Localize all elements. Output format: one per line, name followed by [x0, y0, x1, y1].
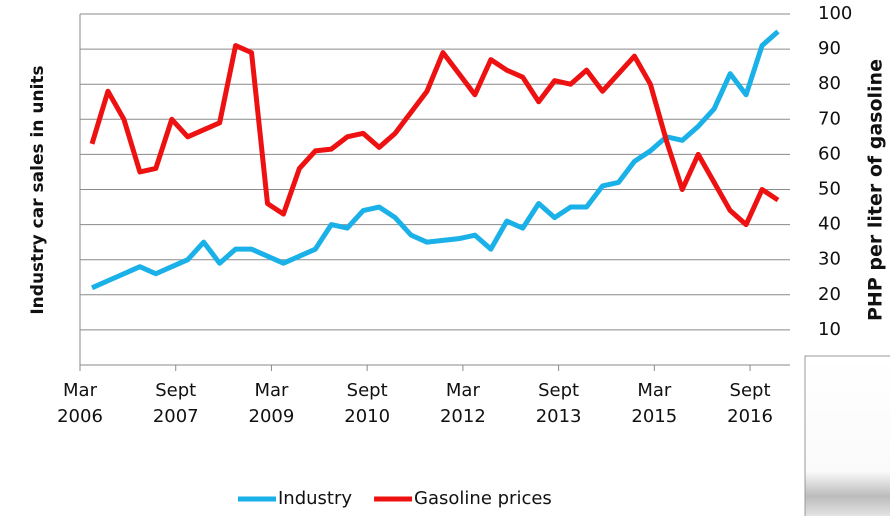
series-line	[89, 43, 780, 228]
legend-label: Industry	[278, 488, 352, 509]
y-tick-label: 20	[818, 284, 841, 305]
x-tick-label: Sept 2007	[152, 380, 199, 427]
x-tick-label: Sept 2013	[535, 380, 582, 427]
x-tick-label: Mar 2012	[439, 380, 486, 427]
x-tick-label: Mar 2009	[248, 380, 295, 427]
x-tick-label: Sept 2016	[727, 380, 773, 427]
y-tick-label: 100	[818, 3, 852, 24]
y-tick-label: 80	[818, 73, 841, 94]
x-tick-label: Mar 2015	[631, 380, 678, 427]
y-tick-label: 30	[818, 249, 841, 270]
x-tick-label: Mar 2006	[57, 380, 103, 427]
y-tick-label: 50	[818, 179, 841, 200]
y2-axis-label: PHP per liter of gasoline	[865, 59, 887, 321]
overlay-box	[804, 355, 890, 516]
legend-label: Gasoline prices	[414, 488, 552, 509]
y-axis-label: Industry car sales in units	[28, 65, 48, 314]
y-tick-label: 70	[818, 108, 841, 129]
y-tick-label: 60	[818, 143, 841, 164]
y-tick-label: 10	[818, 319, 841, 340]
x-tick-label: Sept 2010	[344, 380, 391, 427]
y-tick-label: 90	[818, 38, 841, 59]
y-tick-label: 40	[818, 214, 841, 235]
